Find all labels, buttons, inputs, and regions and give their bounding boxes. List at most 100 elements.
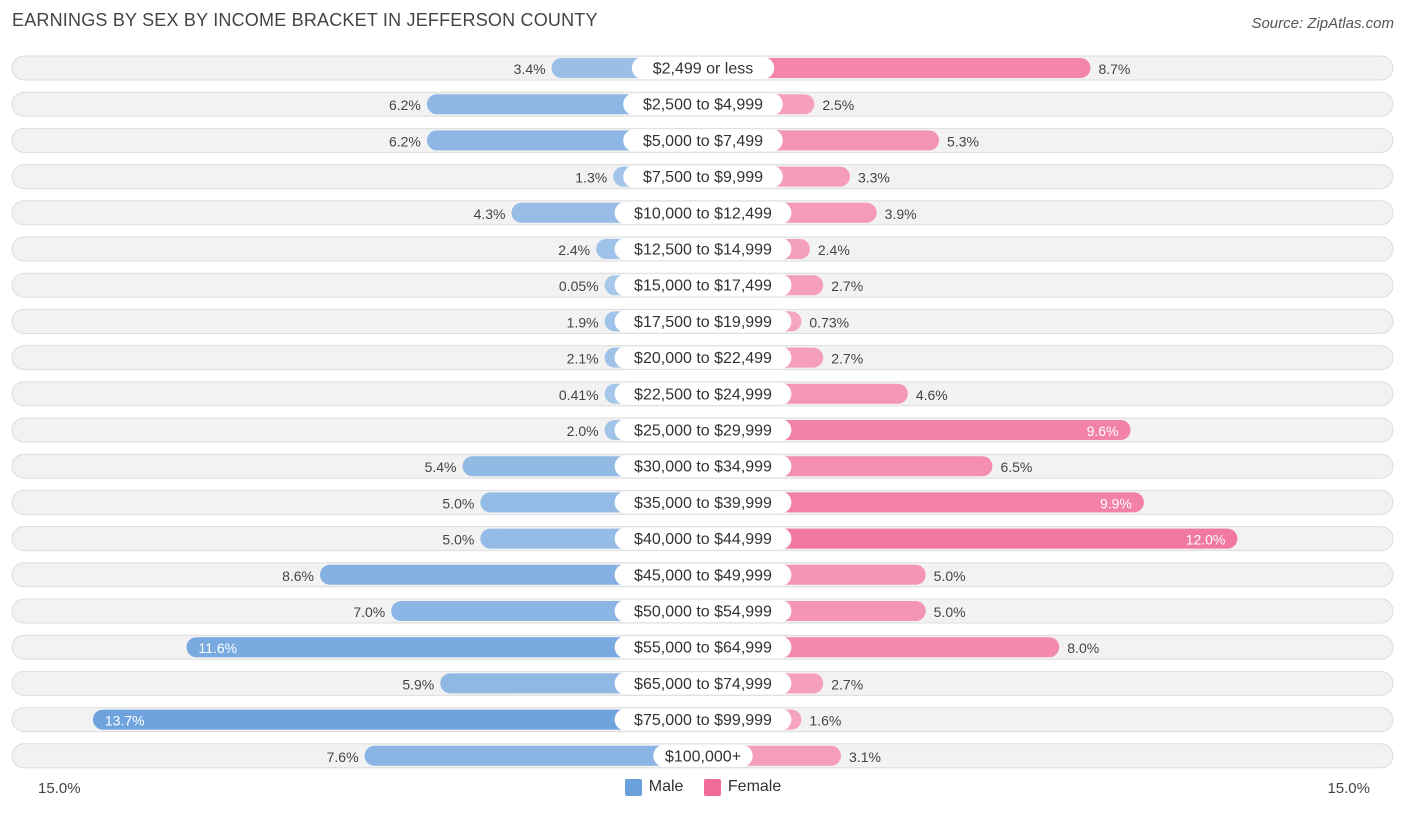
value-label-male: 1.3% [575, 170, 607, 186]
chart-title: EARNINGS BY SEX BY INCOME BRACKET IN JEF… [12, 10, 598, 30]
value-label-female: 3.1% [849, 749, 881, 765]
bar-female [703, 420, 1131, 440]
category-label-box [614, 672, 792, 695]
category-label-box [623, 129, 783, 152]
category-label-box [614, 346, 792, 369]
category-label-box [614, 201, 792, 224]
category-label-box [653, 744, 753, 767]
category-label-box [614, 238, 792, 260]
category-label: $22,500 to $24,999 [634, 386, 772, 403]
bar-male [364, 745, 703, 766]
value-label-female: 9.9% [1100, 495, 1132, 511]
category-label: $100,000+ [665, 748, 741, 765]
category-label-box [614, 636, 792, 659]
value-label-male: 13.7% [105, 713, 145, 729]
value-label-male: 5.0% [442, 532, 474, 548]
bar-male [92, 709, 704, 730]
category-label: $50,000 to $54,999 [634, 604, 772, 621]
category-label-box [614, 455, 792, 478]
category-label: $15,000 to $17,499 [634, 278, 772, 295]
category-label-box [614, 708, 792, 731]
legend: Male Female [0, 778, 1406, 801]
category-label: $25,000 to $29,999 [634, 423, 772, 440]
legend-item-female[interactable]: Female [703, 778, 782, 796]
category-label-box [631, 57, 775, 79]
value-label-female: 1.6% [809, 713, 841, 729]
axis-right-label: 15.0% [1327, 780, 1370, 797]
bar-female [703, 58, 1091, 78]
category-label: $30,000 to $34,999 [634, 459, 772, 476]
category-label: $2,499 or less [653, 61, 754, 78]
value-label-female: 2.7% [831, 351, 863, 367]
value-label-male: 2.4% [558, 242, 590, 258]
category-label-box [614, 310, 792, 333]
category-label-box [614, 527, 792, 550]
category-label: $65,000 to $74,999 [634, 676, 772, 693]
value-label-male: 3.4% [514, 61, 546, 77]
source-label: Source: ZipAtlas.com [1251, 15, 1394, 32]
category-label-box [614, 382, 792, 405]
category-label: $45,000 to $49,999 [634, 567, 772, 584]
bar-female [703, 637, 1060, 658]
value-label-female: 3.9% [885, 206, 917, 222]
category-label: $75,000 to $99,999 [634, 712, 772, 729]
value-label-female: 8.0% [1067, 640, 1099, 656]
legend-item-male[interactable]: Male [624, 778, 684, 796]
value-label-female: 0.73% [809, 314, 849, 330]
bar-male [186, 637, 703, 658]
category-label-box [614, 563, 792, 586]
category-label-box [614, 419, 792, 441]
category-label: $55,000 to $64,999 [634, 640, 772, 657]
value-label-female: 4.6% [916, 387, 948, 403]
value-label-female: 2.7% [831, 278, 863, 294]
axis-left-label: 15.0% [38, 780, 81, 797]
value-label-female: 5.3% [947, 133, 979, 149]
category-label: $2,500 to $4,999 [643, 97, 763, 114]
value-label-male: 7.6% [327, 749, 359, 765]
bar-male [320, 564, 703, 585]
category-label-box [614, 274, 792, 297]
value-label-male: 8.6% [282, 568, 314, 584]
value-label-female: 3.3% [858, 170, 890, 186]
category-label: $20,000 to $22,499 [634, 350, 772, 367]
value-label-male: 6.2% [389, 97, 421, 113]
value-label-male: 6.2% [389, 133, 421, 149]
category-label: $10,000 to $12,499 [634, 205, 772, 222]
category-label-box [614, 491, 792, 514]
value-label-male: 2.0% [567, 423, 599, 439]
value-label-male: 4.3% [474, 206, 506, 222]
category-label-box [623, 93, 783, 116]
value-label-female: 9.6% [1087, 423, 1119, 439]
value-label-male: 5.0% [442, 495, 474, 511]
legend-label-female: Female [727, 778, 782, 795]
category-label: $17,500 to $19,999 [634, 314, 772, 331]
legend-label-male: Male [648, 778, 684, 795]
value-label-male: 2.1% [567, 351, 599, 367]
value-label-female: 12.0% [1186, 532, 1226, 548]
value-label-female: 8.7% [1098, 61, 1130, 77]
value-label-male: 11.6% [198, 640, 237, 656]
legend-swatch-male [624, 778, 642, 796]
bar-female [703, 528, 1238, 549]
value-label-male: 7.0% [353, 604, 385, 620]
category-label: $40,000 to $44,999 [634, 531, 772, 548]
category-label: $12,500 to $14,999 [634, 242, 772, 259]
value-label-male: 0.41% [559, 387, 599, 403]
value-label-female: 2.4% [818, 242, 850, 258]
category-label: $7,500 to $9,999 [643, 169, 763, 186]
category-label-box [614, 600, 792, 622]
value-label-female: 2.5% [822, 97, 854, 113]
value-label-female: 2.7% [831, 676, 863, 692]
value-label-male: 5.9% [402, 676, 434, 692]
category-label: $5,000 to $7,499 [643, 133, 763, 150]
value-label-female: 5.0% [934, 604, 966, 620]
legend-swatch-female [703, 778, 721, 796]
category-label: $35,000 to $39,999 [634, 495, 772, 512]
value-label-female: 6.5% [1000, 459, 1032, 475]
value-label-female: 5.0% [934, 568, 966, 584]
value-label-male: 1.9% [567, 314, 599, 330]
bar-female [703, 492, 1144, 513]
value-label-male: 5.4% [425, 459, 457, 475]
value-label-male: 0.05% [559, 278, 599, 294]
